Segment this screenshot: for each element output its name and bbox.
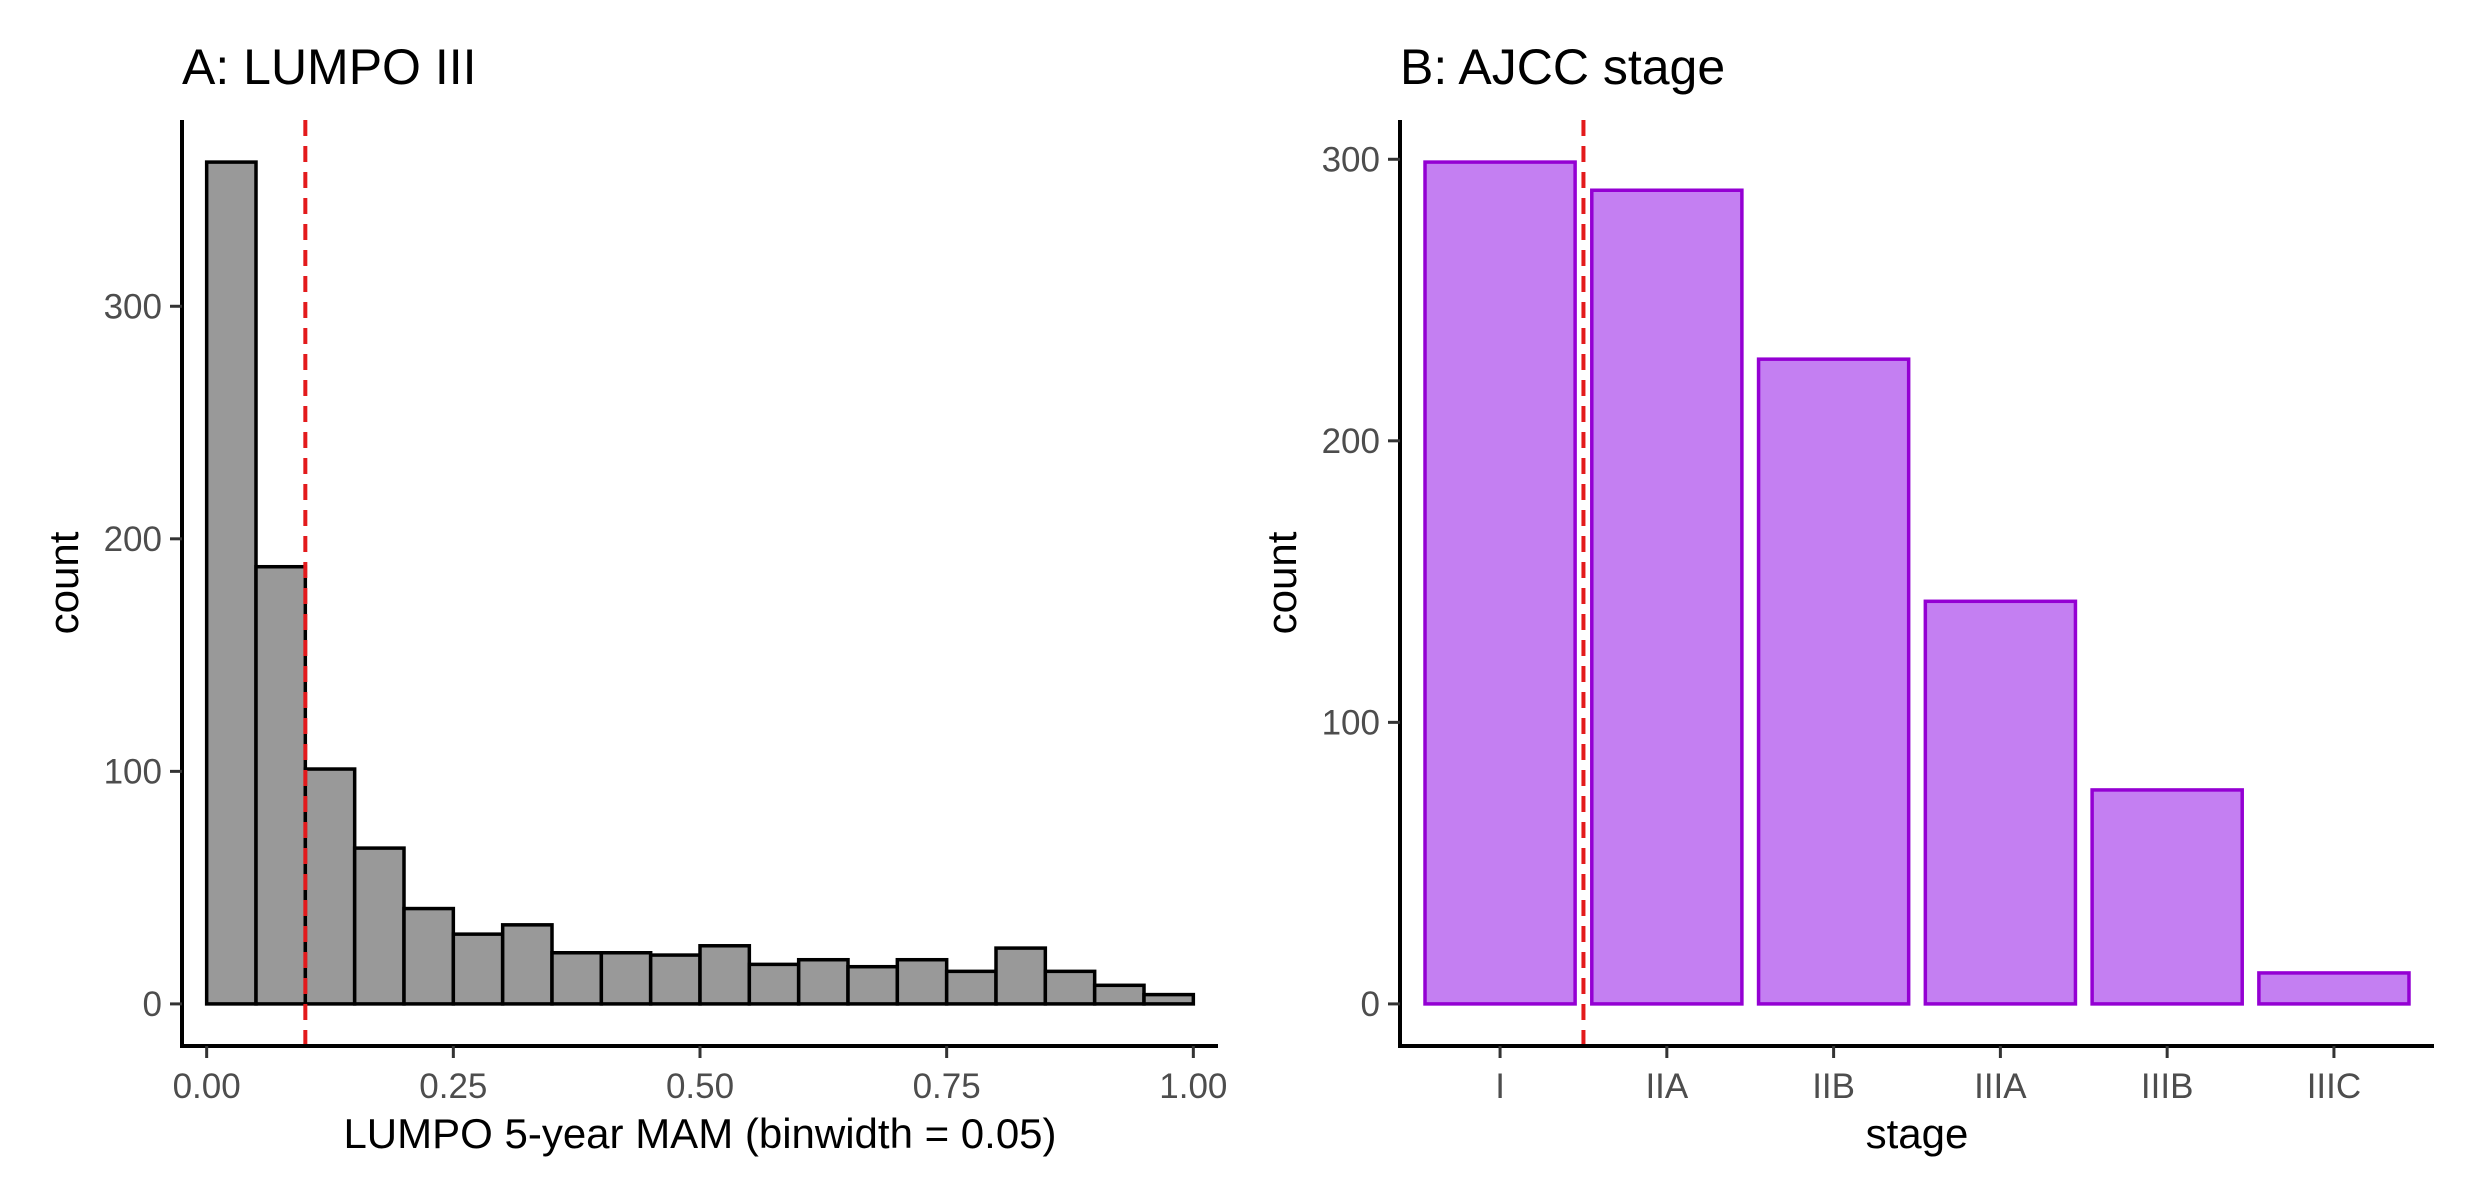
y-tick-label: 300	[1322, 140, 1380, 179]
histogram-bar	[402, 906, 456, 1006]
panel-a-y-ticks: 0 100 200 300	[104, 287, 182, 1024]
panel-a-bars	[204, 160, 1196, 1006]
panel-a-y-axis-title: count	[40, 531, 87, 634]
panel-b-x-axis-title: stage	[1866, 1110, 1969, 1157]
histogram-bar	[648, 953, 702, 1006]
x-tick-label: I	[1495, 1067, 1505, 1106]
histogram-bar	[895, 957, 949, 1006]
x-tick-label: IIIA	[1974, 1067, 2027, 1106]
y-tick-label: 0	[143, 985, 162, 1024]
panel-b-y-ticks: 0 100 200 300	[1322, 140, 1400, 1024]
stage-bar	[1756, 357, 1911, 1006]
histogram-bar	[1043, 969, 1097, 1006]
histogram-bar	[204, 160, 258, 1006]
y-tick-label: 300	[104, 287, 162, 326]
x-tick-label: 0.50	[666, 1067, 734, 1106]
y-tick-label: 0	[1361, 985, 1380, 1024]
y-tick-label: 100	[1322, 703, 1380, 742]
histogram-bar	[303, 767, 357, 1006]
x-tick-label: 0.00	[173, 1067, 241, 1106]
panel-a-x-ticks: 0.00 0.25 0.50 0.75 1.00	[173, 1046, 1227, 1106]
histogram-bar	[944, 969, 998, 1006]
panel-a-x-axis-title: LUMPO 5-year MAM (binwidth = 0.05)	[343, 1110, 1056, 1157]
y-tick-label: 100	[104, 752, 162, 791]
histogram-bar	[796, 957, 850, 1006]
panel-b-bar-chart: B: AJCC stage I IIA IIB IIIA IIIB IIIC 010020…	[1258, 39, 2434, 1157]
histogram-bar	[1142, 992, 1196, 1006]
x-tick-label: 1.00	[1159, 1067, 1227, 1106]
panel-a-histogram: A: LUMPO III 0.00 0.25 0.50 0.75 1.00 0 100 20…	[40, 39, 1227, 1157]
x-tick-label: IIIC	[2307, 1067, 2361, 1106]
histogram-bar	[698, 944, 752, 1006]
stage-bar	[2090, 788, 2244, 1006]
histogram-bar	[500, 923, 554, 1006]
histogram-bar	[254, 564, 308, 1006]
x-tick-label: IIIB	[2141, 1067, 2194, 1106]
y-tick-label: 200	[1322, 422, 1380, 461]
x-tick-label: IIB	[1812, 1067, 1855, 1106]
x-tick-label: IIA	[1645, 1067, 1688, 1106]
panel-a-title: A: LUMPO III	[182, 39, 477, 95]
x-tick-label: 0.25	[419, 1067, 487, 1106]
histogram-bar	[550, 950, 604, 1006]
histogram-bar	[747, 962, 801, 1006]
histogram-bar	[1092, 983, 1146, 1006]
histogram-bar	[352, 846, 406, 1006]
histogram-bar	[599, 950, 653, 1006]
panel-b-bars	[1423, 160, 2411, 1006]
stage-bar	[2257, 971, 2411, 1006]
y-tick-label: 200	[104, 520, 162, 559]
x-tick-label: 0.75	[913, 1067, 981, 1106]
stage-bar	[1923, 599, 2078, 1006]
panel-b-x-ticks: I IIA IIB IIIA IIIB IIIC	[1495, 1046, 2361, 1106]
histogram-bar	[451, 932, 505, 1006]
panel-b-title: B: AJCC stage	[1400, 39, 1725, 95]
stage-bar	[1590, 188, 1744, 1006]
histogram-bar	[846, 964, 900, 1006]
stage-bar	[1423, 160, 1577, 1006]
histogram-bar	[994, 946, 1048, 1006]
panel-b-y-axis-title: count	[1258, 531, 1305, 634]
